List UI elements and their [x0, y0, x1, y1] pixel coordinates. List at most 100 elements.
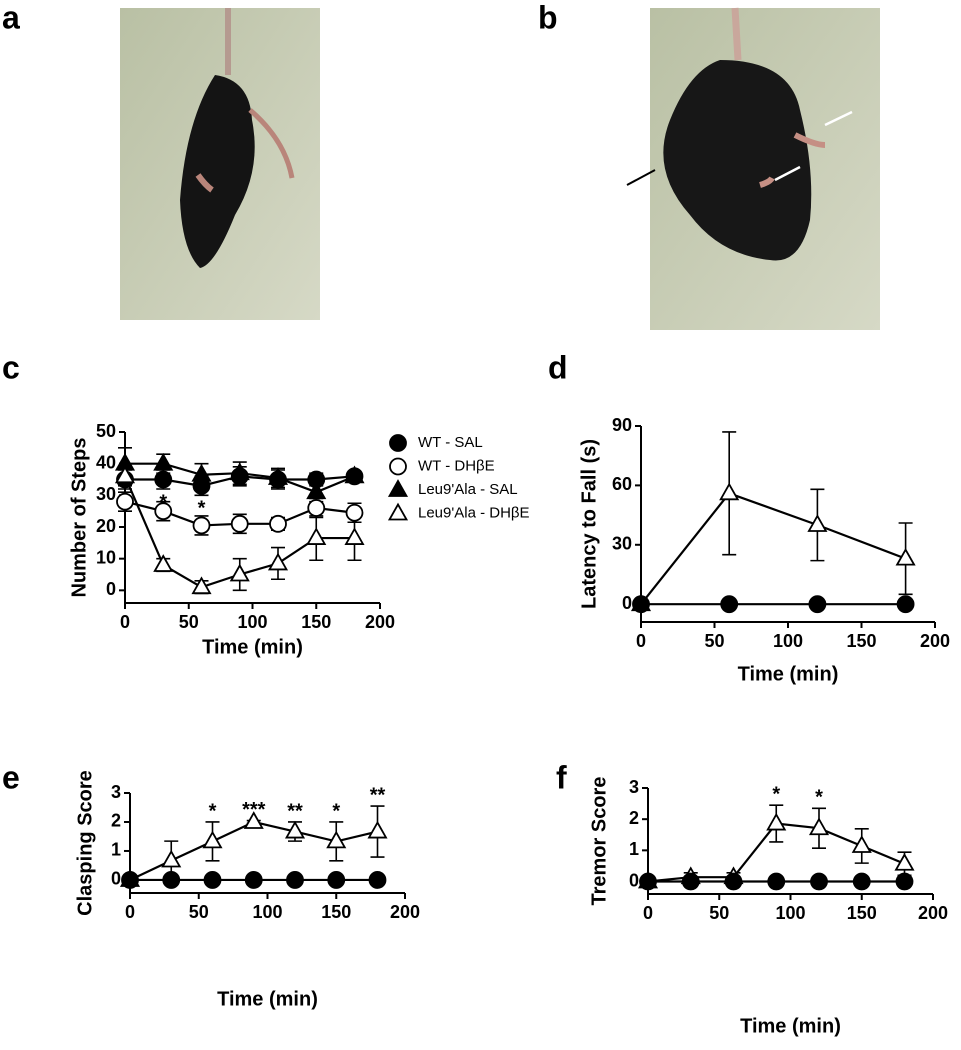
point — [767, 872, 786, 891]
point — [807, 514, 828, 532]
significance: *** — [242, 799, 266, 821]
point — [153, 554, 174, 572]
x-tick-label: 100 — [775, 903, 805, 923]
legend-label: WT - SAL — [418, 434, 483, 451]
point — [632, 595, 650, 614]
point — [192, 516, 211, 535]
legend-label: WT - DHβE — [418, 457, 495, 474]
significance: ** — [287, 800, 303, 822]
point — [230, 514, 249, 533]
x-tick-label: 0 — [125, 902, 135, 922]
y-tick-label: 3 — [629, 777, 639, 797]
legend-label: Leu9'Ala - SAL — [418, 481, 518, 498]
y-tick-label: 0 — [111, 869, 121, 889]
x-tick-label: 0 — [120, 612, 130, 632]
x-tick-label: 150 — [321, 902, 351, 922]
photo-b — [626, 7, 880, 330]
x-axis-label: Time (min) — [217, 988, 318, 1010]
point — [121, 871, 139, 889]
y-tick-label: 3 — [111, 782, 121, 802]
panel-label: f — [556, 759, 567, 795]
legend-marker — [387, 479, 409, 497]
significance: * — [198, 498, 206, 520]
y-tick-label: 90 — [612, 415, 632, 435]
point — [326, 830, 347, 849]
point — [286, 871, 304, 889]
point — [344, 465, 365, 484]
legend-marker — [387, 502, 409, 521]
point — [229, 462, 250, 481]
significance: * — [815, 787, 823, 809]
point — [810, 872, 828, 891]
point — [267, 552, 289, 571]
point — [306, 481, 327, 500]
x-tick-label: 50 — [704, 631, 724, 651]
y-tick-label: 10 — [96, 547, 116, 567]
y-tick-label: 60 — [612, 474, 632, 494]
point — [344, 527, 365, 545]
point — [852, 872, 871, 891]
legend-marker — [389, 457, 407, 476]
point — [719, 482, 740, 501]
series-line — [640, 492, 906, 605]
point — [766, 812, 787, 831]
panel-label: a — [2, 0, 20, 35]
x-tick-label: 200 — [390, 902, 420, 922]
panel-label: e — [2, 759, 20, 795]
y-tick-label: 0 — [106, 579, 116, 599]
panel-label: c — [2, 349, 20, 385]
point — [895, 547, 916, 566]
point — [681, 872, 700, 891]
point — [191, 463, 212, 482]
point — [894, 852, 915, 871]
x-axis-label: Time (min) — [740, 1015, 841, 1037]
point — [243, 811, 264, 829]
point — [327, 871, 346, 889]
y-axis-label: Latency to Fall (s) — [578, 439, 600, 609]
y-tick-label: 1 — [629, 839, 639, 859]
y-tick-label: 1 — [111, 840, 121, 860]
x-tick-label: 100 — [773, 631, 803, 651]
x-axis-label: Time (min) — [202, 636, 303, 658]
y-tick-label: 30 — [96, 484, 116, 504]
y-tick-label: 2 — [629, 808, 639, 828]
y-axis-label: Number of Steps — [68, 437, 90, 597]
point — [895, 872, 914, 891]
y-axis-label: Clasping Score — [74, 770, 96, 916]
x-tick-label: 50 — [189, 902, 209, 922]
x-tick-label: 150 — [301, 612, 331, 632]
x-tick-label: 150 — [846, 631, 876, 651]
point — [896, 595, 915, 614]
y-axis-label: Tremor Score — [588, 777, 610, 906]
point — [114, 465, 136, 484]
point — [284, 820, 306, 839]
point — [202, 830, 223, 849]
point — [368, 871, 387, 889]
point — [851, 835, 872, 853]
y-tick-label: 40 — [96, 452, 116, 472]
y-tick-label: 30 — [612, 534, 632, 554]
x-tick-label: 50 — [709, 903, 729, 923]
point — [154, 502, 173, 521]
x-tick-label: 0 — [636, 631, 646, 651]
x-tick-label: 200 — [918, 903, 948, 923]
x-tick-label: 100 — [252, 902, 282, 922]
panel-label: d — [548, 349, 568, 385]
point — [229, 563, 250, 582]
legend-label: Leu9'Ala - DHβE — [418, 504, 530, 521]
significance: * — [332, 800, 340, 822]
y-tick-label: 0 — [629, 870, 639, 890]
x-tick-label: 50 — [179, 612, 199, 632]
point — [244, 871, 263, 889]
x-tick-label: 200 — [920, 631, 950, 651]
point — [267, 467, 289, 485]
x-tick-label: 100 — [237, 612, 267, 632]
x-axis-label: Time (min) — [738, 663, 839, 685]
point — [808, 817, 830, 836]
point — [191, 576, 212, 595]
point — [269, 514, 287, 533]
point — [161, 849, 182, 868]
significance: * — [772, 783, 780, 805]
y-tick-label: 0 — [622, 593, 632, 613]
